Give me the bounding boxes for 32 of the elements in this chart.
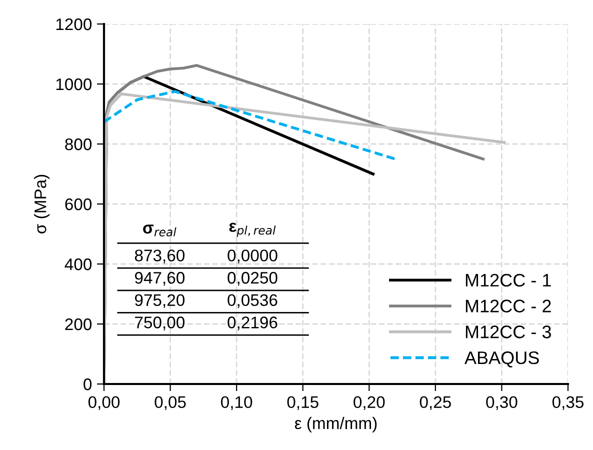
line-series bbox=[104, 90, 397, 160]
x-tick-label: 0,25 bbox=[420, 396, 451, 410]
y-tick-label: 400 bbox=[64, 258, 92, 270]
x-tick-label: 0,10 bbox=[221, 396, 252, 410]
y-tick-label: 1200 bbox=[56, 18, 92, 30]
x-tick-label: 0,20 bbox=[354, 396, 385, 410]
legend-label: ABAQUS bbox=[464, 351, 539, 368]
y-tick-label: 600 bbox=[65, 198, 92, 210]
annotation: 873,60 bbox=[134, 250, 185, 264]
annotation: 0,2196 bbox=[228, 316, 278, 330]
legend-label: M12CC - 1 bbox=[466, 274, 551, 287]
annotation: 0,0536 bbox=[228, 294, 278, 308]
x-tick-label: 0,30 bbox=[486, 396, 518, 410]
y-tick-label: 0 bbox=[84, 378, 92, 390]
y-tick-label: 200 bbox=[65, 318, 92, 330]
x-tick-label: 0,15 bbox=[287, 396, 318, 410]
annotation: 975,20 bbox=[134, 294, 185, 308]
annotation: 947,60 bbox=[134, 272, 185, 286]
x-tick-label: 0,05 bbox=[154, 396, 186, 410]
annotation: 750,00 bbox=[135, 316, 185, 330]
y-tick-label: 1000 bbox=[56, 78, 92, 90]
annotation: σ$_{real}$ bbox=[143, 224, 176, 236]
x-tick-label: 0,00 bbox=[88, 396, 120, 410]
annotation: 0,0250 bbox=[228, 272, 278, 286]
annotation: 0,0000 bbox=[228, 250, 278, 264]
y-axis-title: σ (MPa) bbox=[34, 174, 50, 234]
legend-label: M12CC - 3 bbox=[466, 326, 551, 338]
legend-label: M12CC - 2 bbox=[466, 300, 551, 312]
x-axis-title: ε (mm/mm) bbox=[294, 416, 377, 432]
x-tick-label: 0,35 bbox=[552, 396, 584, 410]
y-tick-label: 800 bbox=[65, 138, 92, 150]
annotation: ε$_{pl,real}$ bbox=[229, 222, 276, 237]
